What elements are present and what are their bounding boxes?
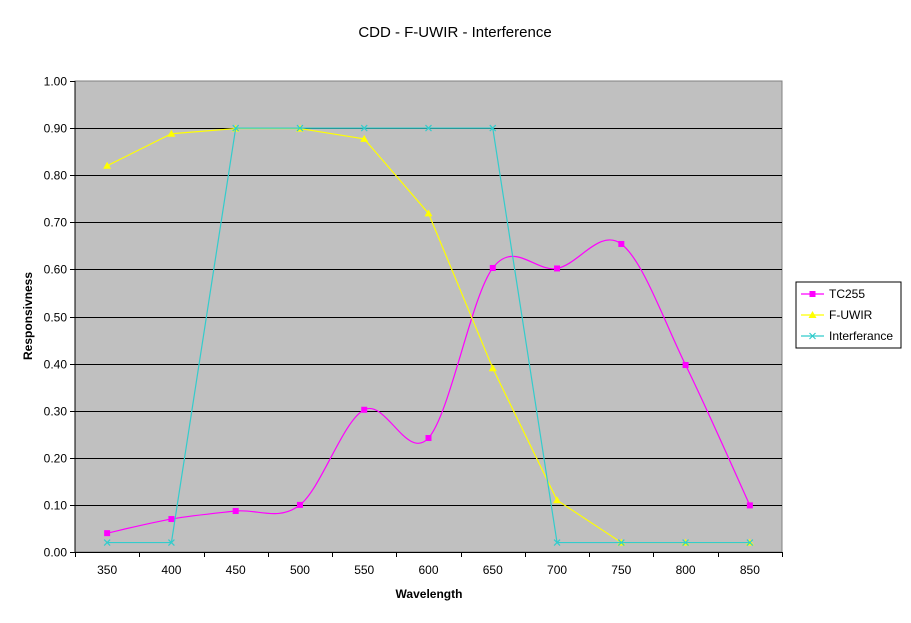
y-tick-label: 0.80 bbox=[44, 169, 68, 183]
data-point-interferance bbox=[425, 124, 432, 132]
data-point-tc255 bbox=[489, 264, 496, 271]
legend-entry-interferance: Interferance bbox=[801, 329, 893, 343]
x-tick-label: 650 bbox=[483, 563, 503, 577]
data-point-interferance bbox=[167, 539, 175, 547]
data-point-tc255 bbox=[168, 516, 175, 523]
data-point-f-uwir bbox=[167, 129, 176, 137]
data-point-interferance bbox=[746, 539, 754, 547]
y-tick-label: 0.60 bbox=[44, 263, 68, 277]
y-axis-title: Responsivness bbox=[21, 272, 35, 360]
legend-label: F-UWIR bbox=[829, 308, 873, 322]
data-point-tc255 bbox=[618, 240, 625, 247]
data-point-tc255 bbox=[682, 362, 689, 369]
data-point-f-uwir bbox=[553, 496, 562, 504]
legend: TC255 F-UWIR Interferance bbox=[795, 281, 902, 349]
data-point-interferance bbox=[682, 539, 690, 547]
y-tick-label: 0.30 bbox=[44, 405, 68, 419]
x-axis: 350 400 450 500 550 600 650 700 750 800 850 bbox=[75, 552, 783, 577]
data-point-tc255 bbox=[232, 508, 239, 515]
data-point-tc255 bbox=[425, 435, 432, 442]
x-tick-label: 450 bbox=[226, 563, 246, 577]
y-tick-label: 0.40 bbox=[44, 358, 68, 372]
y-tick-label: 0.70 bbox=[44, 216, 68, 230]
data-point-tc255 bbox=[104, 530, 111, 537]
data-point-interferance bbox=[617, 539, 625, 547]
legend-label: Interferance bbox=[829, 329, 893, 343]
data-point-interferance bbox=[360, 124, 368, 132]
data-point-f-uwir bbox=[424, 209, 433, 217]
x-tick-label: 850 bbox=[740, 563, 760, 577]
y-tick-label: 0.10 bbox=[44, 499, 68, 513]
data-point-f-uwir bbox=[360, 134, 369, 142]
series-layer bbox=[103, 124, 754, 547]
x-tick-label: 750 bbox=[611, 563, 631, 577]
data-point-interferance bbox=[553, 539, 561, 547]
legend-entry-f-uwir: F-UWIR bbox=[801, 308, 873, 322]
series-interferance bbox=[103, 124, 754, 547]
data-point-interferance bbox=[103, 539, 111, 547]
x-axis-title: Wavelength bbox=[396, 587, 463, 601]
series-tc255 bbox=[104, 239, 753, 537]
legend-marker bbox=[809, 332, 816, 340]
x-tick-label: 500 bbox=[290, 563, 310, 577]
x-tick-label: 600 bbox=[418, 563, 438, 577]
y-tick-label: 0.50 bbox=[44, 311, 68, 325]
x-tick-label: 800 bbox=[676, 563, 696, 577]
x-tick-label: 400 bbox=[161, 563, 181, 577]
legend-entry-tc255: TC255 bbox=[801, 287, 865, 301]
legend-marker bbox=[808, 311, 817, 318]
data-point-tc255 bbox=[554, 265, 561, 272]
y-tick-label: 0.90 bbox=[44, 122, 68, 136]
chart-title: CDD - F-UWIR - Interference bbox=[358, 24, 551, 41]
x-tick-label: 350 bbox=[97, 563, 117, 577]
data-point-interferance bbox=[296, 124, 304, 132]
data-point-tc255 bbox=[296, 501, 303, 508]
x-tick-label: 700 bbox=[547, 563, 567, 577]
legend-label: TC255 bbox=[829, 287, 865, 301]
y-tick-label: 0.00 bbox=[44, 546, 68, 560]
y-axis: 0.00 0.10 0.20 0.30 0.40 0.50 0.60 0.70 0.80 0.90… bbox=[44, 75, 76, 560]
y-tick-label: 0.20 bbox=[44, 452, 68, 466]
data-point-tc255 bbox=[746, 502, 753, 509]
data-point-f-uwir bbox=[103, 161, 112, 169]
data-point-tc255 bbox=[361, 406, 368, 413]
data-point-interferance bbox=[489, 124, 497, 132]
data-point-f-uwir bbox=[488, 364, 497, 372]
x-tick-label: 550 bbox=[354, 563, 374, 577]
legend-marker bbox=[809, 291, 816, 297]
y-tick-label: 1.00 bbox=[44, 75, 68, 89]
data-point-interferance bbox=[232, 124, 240, 132]
